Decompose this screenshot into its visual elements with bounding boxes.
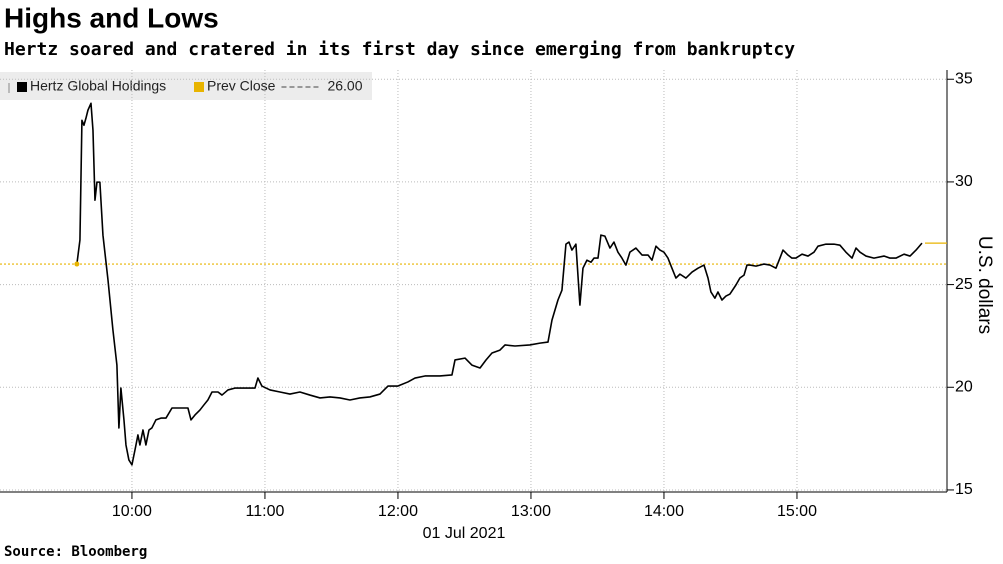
legend-swatch — [17, 82, 27, 92]
series-line — [76, 102, 923, 466]
x-tick-label: 11:00 — [246, 503, 285, 520]
legend-label: Prev Close — [207, 78, 276, 94]
y-tick-label: 35 — [955, 70, 973, 87]
legend-label: Hertz Global Holdings — [30, 78, 166, 94]
legend: Hertz Global Holdings Prev Close 26.00 — [0, 72, 372, 100]
y-tick-label: 25 — [955, 276, 973, 293]
legend-value: 26.00 — [327, 78, 362, 94]
x-tick-label: 15:00 — [777, 503, 817, 520]
chart-title: Highs and Lows — [4, 2, 219, 33]
x-tick-label: 10:00 — [112, 503, 152, 520]
x-axis-label: 01 Jul 2021 — [423, 525, 506, 542]
x-tick-label: 14:00 — [644, 503, 684, 520]
x-tick-label: 12:00 — [378, 503, 418, 520]
y-tick-label: 20 — [955, 378, 973, 395]
y-axis-label: U.S. dollars — [974, 236, 995, 334]
legend-swatch — [194, 82, 204, 92]
y-tick-label: 15 — [955, 481, 973, 498]
y-tick-label: 30 — [955, 173, 973, 190]
source-note: Source: Bloomberg — [4, 544, 147, 560]
x-tick-label: 13:00 — [511, 503, 551, 520]
legend-background — [0, 72, 372, 100]
reference-start-dot — [74, 261, 80, 267]
chart-subtitle: Hertz soared and cratered in its first d… — [4, 39, 795, 60]
